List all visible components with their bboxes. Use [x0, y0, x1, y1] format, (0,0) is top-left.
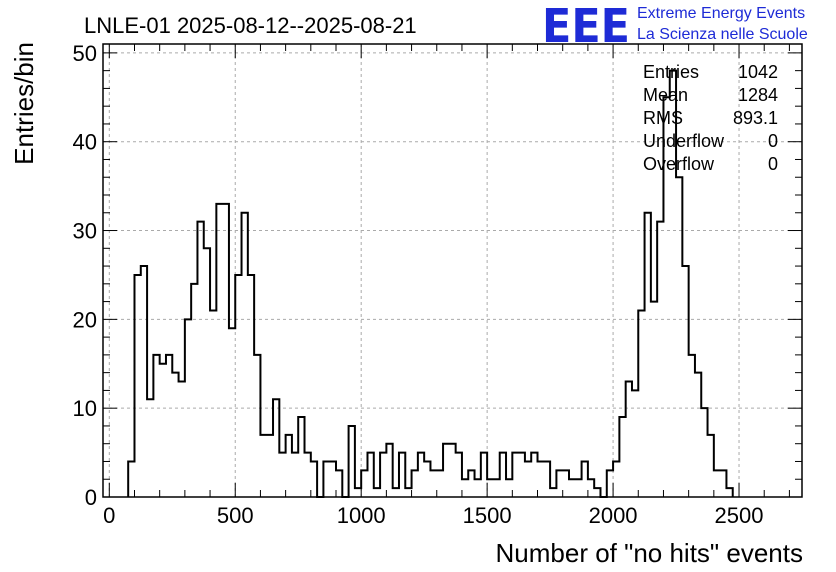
y-tick-label-30: 30 — [73, 219, 97, 244]
stat-label-mean: Mean — [643, 85, 688, 105]
x-tick-label-1500: 1500 — [463, 503, 512, 528]
plot-frame — [102, 43, 803, 498]
logo-line-1: Extreme Energy Events — [637, 5, 805, 22]
stat-value-mean: 1284 — [738, 85, 778, 105]
stat-label-underflow: Underflow — [643, 131, 725, 151]
eee-logo-mark: EEE — [542, 0, 630, 53]
x-tick-label-1000: 1000 — [337, 503, 386, 528]
stat-value-rms: 893.1 — [733, 108, 778, 128]
stat-label-entries: Entries — [643, 62, 699, 82]
y-tick-label-40: 40 — [73, 130, 97, 155]
x-tick-label-500: 500 — [217, 503, 254, 528]
y-tick-label-10: 10 — [73, 396, 97, 421]
stats-box: Entries 1042 Mean 1284 RMS 893.1 Underfl… — [643, 62, 778, 174]
histogram-outline — [127, 69, 734, 498]
stat-value-underflow: 0 — [768, 131, 778, 151]
grid-lines — [103, 44, 802, 498]
y-tick-label-50: 50 — [73, 41, 97, 66]
x-tick-label-2000: 2000 — [589, 503, 638, 528]
chart-title: LNLE-01 2025-08-12--2025-08-21 — [84, 13, 417, 38]
stat-label-rms: RMS — [643, 108, 683, 128]
y-tick-label-20: 20 — [73, 307, 97, 332]
y-axis-title: Entries/bin — [9, 42, 39, 165]
x-tick-label-0: 0 — [103, 503, 115, 528]
eee-logo: EEE Extreme Energy Events La Scienza nel… — [542, 0, 808, 53]
y-tick-label-0: 0 — [85, 485, 97, 510]
stat-value-entries: 1042 — [738, 62, 778, 82]
axis-ticks — [103, 44, 802, 498]
stat-value-overflow: 0 — [768, 154, 778, 174]
stat-label-overflow: Overflow — [643, 154, 715, 174]
x-axis-title: Number of "no hits" events — [496, 538, 804, 568]
logo-line-2: La Scienza nelle Scuole — [637, 26, 808, 43]
x-tick-label-2500: 2500 — [715, 503, 764, 528]
